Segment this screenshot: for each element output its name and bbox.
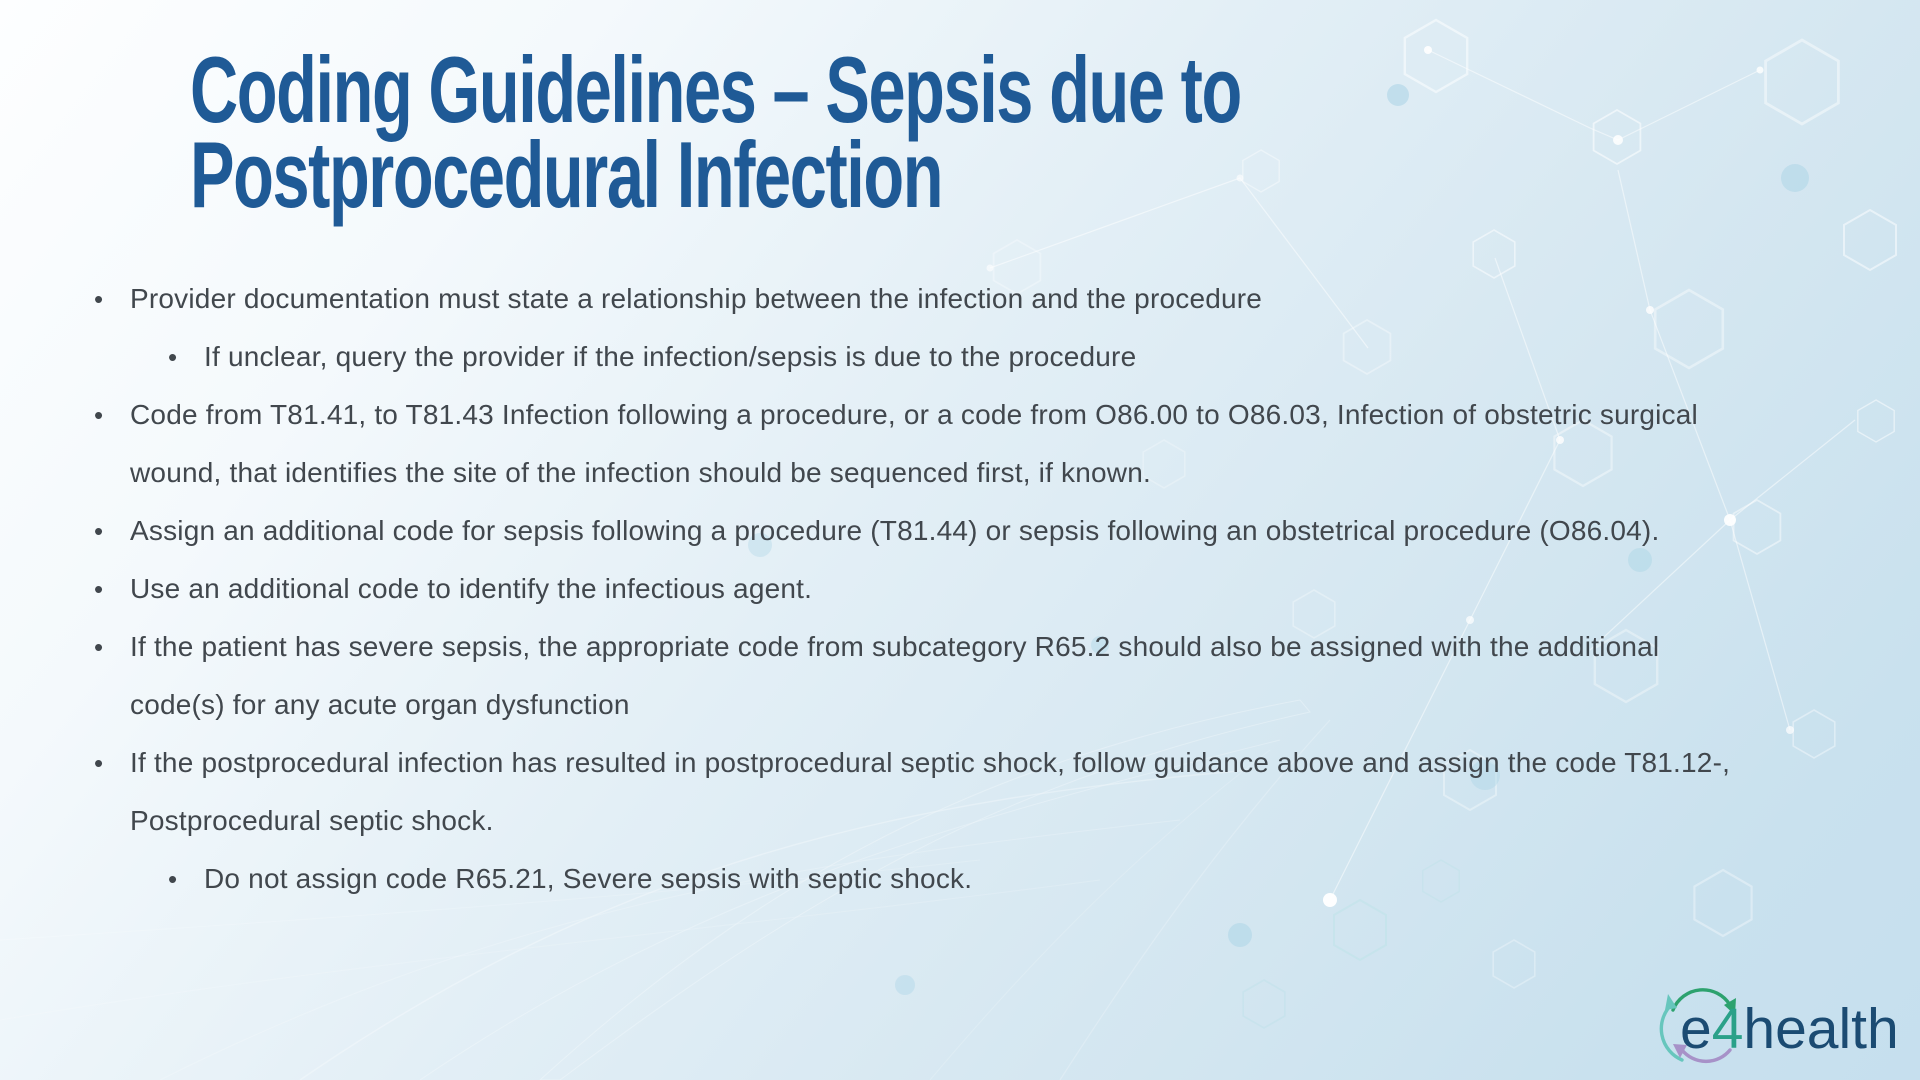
bullet-icon: •	[94, 516, 104, 546]
logo-refresh-arrows-icon	[1659, 988, 1736, 1064]
bullet-icon: •	[94, 574, 104, 604]
title-line-1: Coding Guidelines – Sepsis due to	[190, 37, 1242, 142]
e4health-logo: e4health	[1659, 988, 1899, 1064]
list-item: • Use an additional code to identify the…	[92, 560, 1760, 618]
bullet-text: If unclear, query the provider if the in…	[204, 341, 1137, 372]
bullet-text: Provider documentation must state a rela…	[130, 283, 1263, 314]
bullet-text: Code from T81.41, to T81.43 Infection fo…	[130, 399, 1698, 488]
list-item: • If the patient has severe sepsis, the …	[92, 618, 1760, 734]
list-item: • Assign an additional code for sepsis f…	[92, 502, 1760, 560]
bullet-text: Assign an additional code for sepsis fol…	[130, 515, 1660, 546]
list-item: • Code from T81.41, to T81.43 Infection …	[92, 386, 1760, 502]
bullet-icon: •	[94, 632, 104, 662]
logo-letter-e: e	[1680, 997, 1712, 1061]
list-item: • Do not assign code R65.21, Severe seps…	[92, 850, 1760, 908]
list-item: • Provider documentation must state a re…	[92, 270, 1760, 328]
logo-word-health: health	[1743, 997, 1898, 1061]
list-item: • If unclear, query the provider if the …	[92, 328, 1760, 386]
bullet-list: • Provider documentation must state a re…	[92, 270, 1760, 908]
page-title: Coding Guidelines – Sepsis due to Postpr…	[190, 37, 1242, 227]
bullet-text: Do not assign code R65.21, Severe sepsis…	[204, 863, 973, 894]
bullet-text: If the patient has severe sepsis, the ap…	[130, 631, 1660, 720]
bullet-icon: •	[94, 400, 104, 430]
bullet-icon: •	[94, 284, 104, 314]
bullet-icon: •	[94, 748, 104, 778]
list-item: • If the postprocedural infection has re…	[92, 734, 1760, 850]
title-line-2: Postprocedural Infection	[190, 122, 943, 227]
bullet-text: Use an additional code to identify the i…	[130, 573, 813, 604]
bullet-icon: •	[168, 864, 178, 894]
logo-digit-4: 4	[1712, 997, 1744, 1061]
bullet-text: If the postprocedural infection has resu…	[130, 747, 1731, 836]
bullet-icon: •	[168, 342, 178, 372]
logo-wordmark: e4health	[1680, 997, 1899, 1061]
